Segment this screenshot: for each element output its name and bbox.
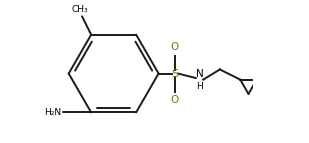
Text: N: N: [196, 69, 203, 79]
Text: S: S: [171, 68, 179, 79]
Text: O: O: [171, 42, 179, 52]
Text: H: H: [196, 82, 203, 91]
Text: H₂N: H₂N: [44, 108, 61, 117]
Text: CH₃: CH₃: [72, 5, 88, 14]
Text: O: O: [171, 95, 179, 105]
